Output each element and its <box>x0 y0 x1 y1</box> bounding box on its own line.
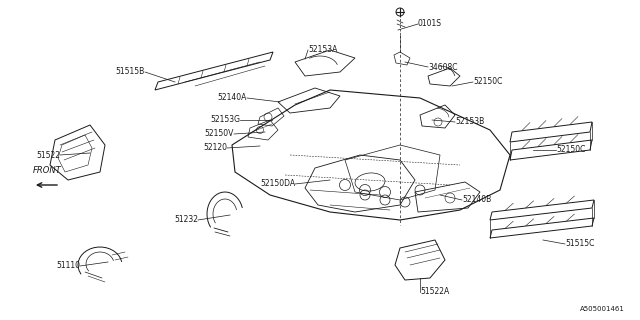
Text: 51515B: 51515B <box>116 68 145 76</box>
Text: 51522A: 51522A <box>420 287 449 297</box>
Text: 52120: 52120 <box>203 143 227 153</box>
Text: 52150V: 52150V <box>205 130 234 139</box>
Text: 52150C: 52150C <box>473 77 502 86</box>
Text: 52153G: 52153G <box>210 116 240 124</box>
Text: 52150DA: 52150DA <box>260 180 295 188</box>
Text: 52150C: 52150C <box>556 146 586 155</box>
Text: A505001461: A505001461 <box>580 306 625 312</box>
Text: 52140B: 52140B <box>462 196 492 204</box>
Text: 34608C: 34608C <box>428 62 458 71</box>
Text: 51232: 51232 <box>174 215 198 225</box>
Text: 51522: 51522 <box>36 150 60 159</box>
Text: FRONT: FRONT <box>33 166 61 175</box>
Text: 0101S: 0101S <box>418 20 442 28</box>
Text: 52153B: 52153B <box>455 117 484 126</box>
Text: 51110: 51110 <box>56 261 80 270</box>
Text: 52153A: 52153A <box>308 45 337 54</box>
Text: 51515C: 51515C <box>565 239 595 249</box>
Text: 52140A: 52140A <box>218 93 247 102</box>
